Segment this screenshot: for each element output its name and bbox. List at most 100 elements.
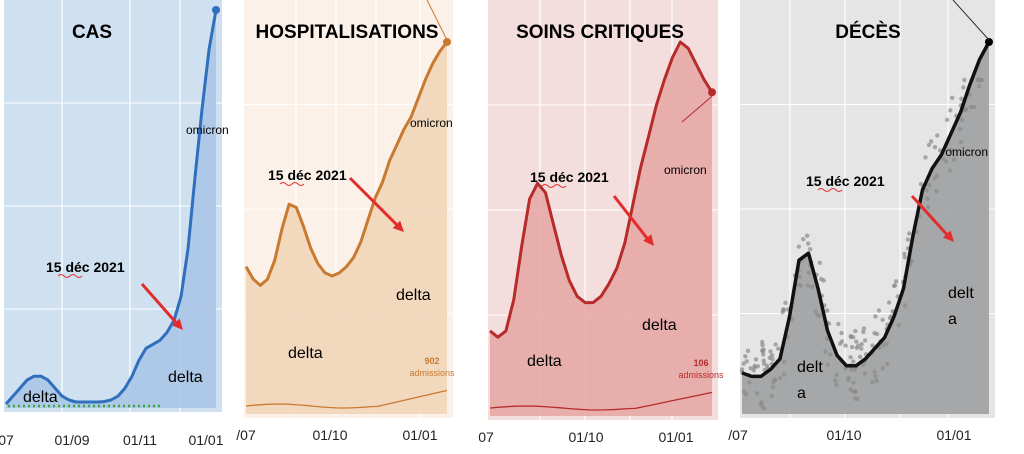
- scatter-point: [949, 147, 954, 153]
- scatter-point: [817, 260, 822, 265]
- scatter-point: [941, 156, 946, 162]
- spelling-underline: [279, 182, 305, 186]
- series-end-marker: [708, 88, 716, 97]
- scatter-point: [748, 366, 753, 371]
- scatter-point: [797, 274, 802, 279]
- series-area: [246, 42, 447, 414]
- pointer-line: [952, 0, 990, 41]
- panel-3: 106 admissions SOINS CRITIQUES 07 01/10 01/01…: [478, 0, 724, 445]
- scatter-point: [872, 369, 877, 374]
- x-tick-label: 01/01: [658, 429, 693, 445]
- series-line: [741, 41, 991, 379]
- scatter-point: [743, 354, 748, 359]
- admissions-value: 106: [693, 358, 708, 368]
- x-tick-label: 01/09: [54, 432, 89, 448]
- date-label: 15 déc 2021: [268, 167, 347, 183]
- date-label: 15 déc 2021: [46, 259, 125, 275]
- scatter-point: [781, 372, 787, 377]
- scatter-point: [870, 379, 875, 385]
- scatter-point: [873, 314, 878, 319]
- scatter-point: [880, 366, 885, 371]
- x-tick-label: 01/01: [402, 427, 437, 443]
- scatter-point: [859, 341, 864, 347]
- scatter-point: [833, 378, 838, 383]
- red-arrow-shaft: [910, 194, 952, 240]
- red-arrow-shaft: [140, 283, 181, 327]
- series-line: [244, 41, 449, 287]
- series-line: [489, 40, 714, 339]
- red-arrow-head: [171, 318, 183, 330]
- scatter-point: [978, 77, 983, 83]
- scatter-point: [962, 77, 967, 83]
- scatter-point: [745, 348, 751, 354]
- scatter-point: [761, 352, 766, 357]
- scatter-point: [947, 168, 953, 173]
- scatter-point: [781, 359, 787, 364]
- scatter-point: [808, 247, 813, 252]
- series-end-marker: [985, 38, 993, 46]
- scatter-point: [828, 352, 833, 357]
- scatter-point: [854, 339, 859, 344]
- panel-title: CAS: [72, 22, 112, 43]
- scatter-point: [754, 391, 760, 396]
- series-line: [4, 9, 218, 405]
- scatter-point: [893, 279, 899, 284]
- scatter-point: [768, 349, 773, 354]
- scatter-point: [758, 400, 764, 406]
- x-tick-label: 07: [478, 429, 494, 445]
- scatter-point: [881, 342, 886, 348]
- variant-label: delta: [23, 389, 58, 406]
- scatter-point: [851, 359, 856, 364]
- scatter-point: [853, 328, 858, 334]
- scatter-point: [932, 145, 938, 150]
- scatter-point: [944, 117, 950, 123]
- scatter-point: [959, 96, 964, 102]
- scatter-point: [935, 133, 940, 138]
- scatter-point: [770, 385, 776, 390]
- scatter-point: [849, 367, 854, 372]
- scatter-point: [773, 342, 778, 347]
- omicron-label: omicron: [186, 123, 229, 137]
- series-area: [490, 42, 712, 416]
- admissions-unit: admissions: [409, 368, 455, 378]
- scatter-point: [767, 355, 772, 360]
- scatter-point: [747, 380, 752, 385]
- pointer-line: [426, 0, 448, 41]
- series-area: [742, 42, 989, 414]
- scatter-point: [968, 104, 974, 110]
- scatter-point: [796, 282, 801, 287]
- admissions-unit: admissions: [678, 370, 724, 380]
- x-tick-label: 01/11: [123, 432, 157, 448]
- scatter-point: [963, 107, 968, 113]
- red-arrow-head: [942, 230, 954, 242]
- scatter-point: [861, 326, 867, 331]
- scatter-point: [905, 237, 911, 242]
- pointer-line: [681, 95, 713, 123]
- scatter-point: [959, 117, 965, 123]
- panel-4: DÉCÈS/07 01/10 01/01 15 déc 2021 delt a delt a o…: [728, 0, 995, 443]
- scatter-point: [950, 95, 955, 101]
- variant-label: delt: [797, 359, 823, 376]
- scatter-point: [934, 188, 939, 194]
- red-arrow-shaft: [348, 176, 402, 230]
- scatter-point: [806, 241, 811, 246]
- scatter-point: [957, 126, 963, 132]
- scatter-point: [926, 204, 931, 210]
- scatter-point: [836, 321, 841, 327]
- scatter-point: [739, 367, 745, 372]
- scatter-point: [834, 372, 839, 378]
- scatter-point: [849, 344, 855, 350]
- scatter-point: [924, 188, 929, 193]
- scatter-point: [902, 251, 907, 256]
- variant-label: a: [948, 311, 957, 328]
- scatter-point: [958, 139, 964, 145]
- scatter-point: [977, 84, 982, 89]
- scatter-point: [801, 237, 806, 242]
- scatter-point: [810, 284, 815, 289]
- scatter-point: [848, 355, 853, 360]
- variant-label: a: [797, 385, 806, 402]
- red-arrow-head: [392, 220, 404, 232]
- scatter-point: [744, 359, 749, 364]
- scatter-point: [839, 330, 844, 336]
- scatter-point: [872, 331, 877, 336]
